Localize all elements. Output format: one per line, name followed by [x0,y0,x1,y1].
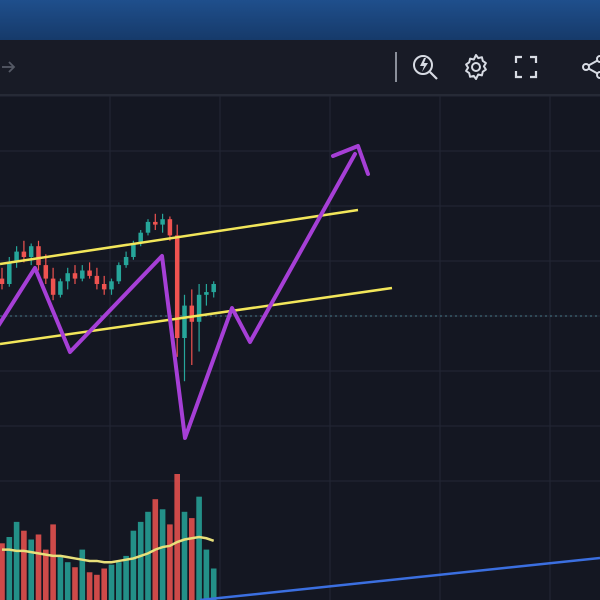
candle [167,216,173,241]
candle [80,265,85,282]
candle [36,240,41,271]
app-top-bar [0,0,600,40]
projection-path-line[interactable] [0,152,357,440]
volume-bar [6,537,13,600]
chart-grid [0,96,600,600]
volume-bar [57,555,64,600]
share-icon[interactable] [576,51,600,83]
channel-lower-line[interactable] [0,286,393,346]
volume-bar [203,549,210,600]
volume-moving-average-line [2,535,215,564]
candle [43,254,49,284]
volume-bar [196,496,202,600]
volume-bar [159,509,166,600]
volume-bar [94,574,100,600]
price-chart-canvas[interactable] [0,96,600,600]
volume-bar [137,521,144,600]
volume-bar [123,555,129,600]
volume-bar [174,474,180,600]
quick-search-icon[interactable] [409,51,441,83]
volume-bar [189,518,195,600]
candle [50,267,56,301]
candle [196,284,202,352]
volume-bars [0,474,217,600]
projection-arrowhead-icon [331,144,370,176]
candle [72,265,78,284]
candle [204,284,209,306]
volume-bar [21,530,27,600]
volume-trend-line[interactable] [199,556,600,600]
candle [123,251,129,268]
candle [94,267,100,290]
channel-upper-line[interactable] [0,208,359,266]
volume-bar [28,539,34,600]
volume-bar [79,549,86,600]
candle [0,267,5,290]
volume-bar [130,530,137,600]
volume-bar [72,567,78,600]
candle [87,262,92,279]
candle [58,278,63,298]
volume-bar [0,543,5,600]
candle [116,262,122,284]
candle [211,281,216,298]
toolbar-separator [395,52,397,82]
candle [28,243,34,266]
volume-bar [145,511,151,600]
volume-bar [101,568,107,600]
volume-bar [210,568,217,600]
volume-bar [43,549,49,600]
settings-gear-icon[interactable] [460,51,492,83]
arrow-right-icon[interactable] [0,51,24,83]
volume-bar [64,562,71,600]
volume-bar [50,524,56,600]
candlestick-series [0,213,216,382]
volume-bar [181,511,188,600]
volume-bar [35,534,42,600]
candle [182,294,187,382]
candle [153,213,158,230]
candle [101,275,107,295]
candle [160,213,165,233]
volume-bar [13,521,20,600]
candle [21,240,27,263]
price-chart[interactable] [0,96,600,600]
volume-bar [167,524,173,600]
candle [109,278,114,295]
fullscreen-icon[interactable] [510,51,542,83]
volume-bar [116,562,122,600]
chart-toolbar [0,40,600,96]
volume-bar [86,572,93,600]
candle [189,289,195,365]
candle [174,224,180,357]
candle [14,246,19,268]
candle [65,267,70,290]
volume-bar [108,564,115,600]
candle [145,219,151,236]
